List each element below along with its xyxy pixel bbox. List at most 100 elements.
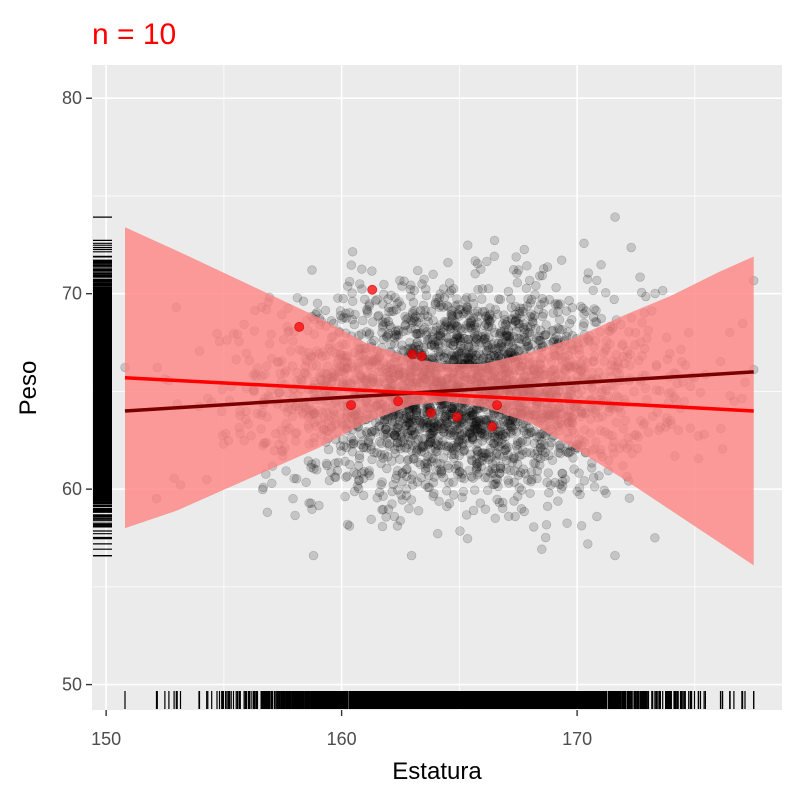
population-point (465, 407, 475, 417)
population-point (495, 441, 505, 451)
population-point (357, 264, 367, 274)
population-point (578, 321, 589, 331)
population-point (454, 450, 464, 461)
population-point (487, 459, 498, 469)
population-point (472, 461, 483, 472)
population-point (352, 481, 363, 491)
population-point (473, 447, 483, 457)
population-point (434, 418, 444, 428)
population-point (503, 286, 514, 297)
population-point (348, 439, 358, 449)
population-point (510, 453, 520, 464)
population-point (529, 458, 539, 468)
population-point (331, 472, 341, 482)
population-point (349, 486, 360, 497)
population-point (406, 291, 416, 301)
population-point (527, 340, 537, 350)
population-point (432, 440, 442, 450)
population-point (358, 490, 369, 501)
population-point (480, 320, 490, 331)
population-point (499, 421, 510, 431)
population-point (348, 296, 358, 306)
population-point (521, 336, 531, 347)
population-point (436, 459, 446, 469)
population-point (560, 474, 570, 484)
population-point (345, 459, 355, 470)
population-point (518, 464, 528, 474)
population-point (401, 408, 411, 419)
population-point (473, 424, 483, 434)
population-point (335, 441, 346, 451)
population-point (460, 323, 471, 333)
population-point (368, 317, 378, 327)
population-point (475, 350, 485, 360)
population-point (397, 468, 408, 478)
population-point (402, 428, 412, 438)
population-point (540, 532, 551, 543)
population-point (472, 446, 483, 456)
population-point (529, 426, 539, 436)
population-point (360, 294, 370, 304)
population-point (500, 431, 511, 442)
population-point (477, 332, 487, 342)
population-point (426, 444, 436, 454)
population-point (474, 457, 485, 467)
population-point (489, 351, 499, 361)
population-point (416, 473, 426, 483)
population-point (458, 446, 468, 457)
population-point (387, 306, 397, 316)
population-point (506, 337, 516, 347)
population-point (381, 512, 391, 522)
population-point (516, 312, 526, 323)
population-point (491, 478, 501, 489)
population-point (393, 466, 403, 476)
population-point (369, 336, 379, 346)
population-point (448, 311, 458, 321)
population-point (441, 415, 451, 426)
population-point (542, 262, 553, 272)
population-point (458, 308, 468, 319)
population-point (347, 447, 358, 457)
population-point (476, 338, 486, 348)
population-point (298, 296, 309, 306)
population-point (496, 339, 506, 350)
population-point (504, 331, 514, 341)
population-point (307, 265, 317, 275)
population-point (463, 240, 473, 250)
population-point (433, 528, 443, 539)
population-point (364, 466, 374, 476)
population-point (372, 294, 382, 305)
population-point (363, 468, 373, 478)
population-point (545, 480, 556, 490)
population-point (394, 410, 405, 420)
population-point (258, 482, 268, 492)
population-point (367, 427, 377, 437)
population-point (394, 454, 405, 464)
population-point (535, 442, 545, 453)
population-point (388, 480, 398, 490)
population-point (407, 430, 417, 440)
population-point (514, 334, 525, 344)
population-point (362, 306, 372, 316)
population-point (534, 271, 545, 281)
population-point (492, 474, 503, 485)
population-point (610, 212, 620, 222)
population-point (376, 438, 386, 449)
population-point (489, 432, 499, 442)
population-point (442, 486, 452, 496)
population-point (378, 453, 388, 463)
population-point (380, 424, 391, 434)
population-point (519, 319, 529, 329)
population-point (397, 340, 407, 350)
population-point (309, 464, 319, 474)
population-point (387, 456, 397, 466)
population-point (591, 317, 602, 327)
population-point (512, 436, 523, 446)
population-point (486, 468, 496, 478)
population-point (544, 488, 554, 498)
population-point (455, 526, 465, 536)
population-point (477, 307, 488, 317)
population-point (458, 439, 468, 449)
population-point (483, 322, 494, 332)
population-point (462, 302, 472, 312)
